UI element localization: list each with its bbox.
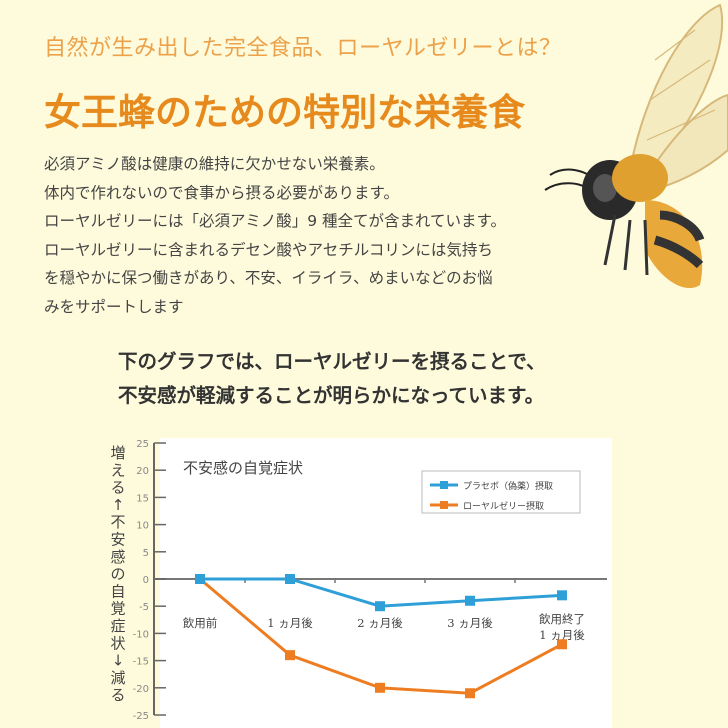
bee-illustration <box>544 3 728 289</box>
y-axis-label-char: の <box>110 565 125 583</box>
chart-lead-text: 下のグラフでは、ローヤルゼリーを摂ることで、 不安感が軽減することが明らかになっ… <box>118 345 546 413</box>
y-tick-label: 25 <box>136 439 149 450</box>
data-point <box>557 590 567 601</box>
y-axis-label-char: 減 <box>110 669 125 687</box>
y-axis-label-char: 感 <box>110 548 125 566</box>
y-axis-label-char: 不 <box>110 513 125 531</box>
body-line: ローヤルゼリーに含まれるデセン酸やアセチルコリンには気持ち <box>44 240 493 259</box>
y-axis-label-char: る <box>110 686 125 704</box>
y-tick-label: 0 <box>143 575 149 586</box>
y-tick-label: -10 <box>133 629 149 640</box>
y-axis-label-char: 症 <box>110 617 125 635</box>
data-point <box>375 601 385 612</box>
y-tick-label: -15 <box>133 657 149 668</box>
x-tick-label: 3 ヵ月後 <box>447 616 493 630</box>
x-tick-label: 1 ヵ月後 <box>539 628 585 642</box>
y-axis-label-char: 状 <box>110 634 125 652</box>
legend-label: ローヤルゼリー摂取 <box>463 500 544 512</box>
y-axis-label-char: 安 <box>110 531 125 549</box>
y-axis-label: 増える↑不安感の自覚症状↓減る <box>110 444 125 704</box>
legend-swatch-marker <box>440 481 448 489</box>
chart-title: 不安感の自覚症状 <box>183 459 303 477</box>
body-line: を穏やかに保つ働きがあり、不安、イライラ、めまいなどのお悩 <box>44 269 493 287</box>
x-tick-label: 2 ヵ月後 <box>357 616 403 630</box>
y-tick-label: -25 <box>133 711 149 722</box>
y-axis-label-char: ↓ <box>112 652 125 670</box>
body-line: 体内で作れないので食事から摂る必要があります。 <box>44 183 399 202</box>
body-line: みをサポートします <box>44 297 184 316</box>
y-tick-label: -5 <box>139 602 149 613</box>
body-text: 必須アミノ酸は健康の維持に欠かせない栄養素。 体内で作れないので食事から摂る必要… <box>44 150 506 321</box>
y-axis-label-char: え <box>110 461 125 479</box>
y-tick-label: 20 <box>136 466 149 477</box>
y-tick-label: 15 <box>136 493 149 504</box>
data-point <box>375 682 385 693</box>
anxiety-line-chart: 不安感の自覚症状 増える↑不安感の自覚症状↓減る 2520151050-5-10… <box>110 438 612 728</box>
y-tick-label: 5 <box>143 548 149 559</box>
y-axis-label-char: 増 <box>110 444 125 462</box>
data-point <box>465 595 475 606</box>
body-line: 必須アミノ酸は健康の維持に欠かせない栄養素。 <box>44 155 385 173</box>
legend-swatch-marker <box>440 501 448 509</box>
y-axis-label-char: 覚 <box>110 600 125 618</box>
y-tick-label: -20 <box>133 684 149 695</box>
y-tick-label: 10 <box>136 521 149 532</box>
data-point <box>285 574 295 584</box>
lead-line: 下のグラフでは、ローヤルゼリーを摂ることで、 <box>118 350 546 373</box>
section-subtitle: 自然が生み出した完全食品、ローヤルゼリーとは？ <box>44 36 562 61</box>
x-tick-label: 飲用前 <box>183 616 218 630</box>
data-point <box>195 574 205 584</box>
y-axis-label-char: る <box>110 479 125 497</box>
section-title: 女王蜂のための特別な栄養食 <box>44 90 525 134</box>
x-tick-label: 飲用終了 <box>539 612 585 626</box>
data-point <box>557 639 567 650</box>
lead-line: 不安感が軽減することが明らかになっています。 <box>118 384 545 407</box>
body-line: ローヤルゼリーには「必須アミノ酸」9 種全てが含まれています。 <box>44 212 506 230</box>
x-tick-label: 1 ヵ月後 <box>267 616 313 630</box>
data-point <box>285 650 295 661</box>
y-axis-label-char: 自 <box>110 582 125 600</box>
y-axis-label-char: ↑ <box>112 496 125 514</box>
data-point <box>465 688 475 699</box>
legend-label: プラセボ（偽薬）摂取 <box>463 480 553 492</box>
